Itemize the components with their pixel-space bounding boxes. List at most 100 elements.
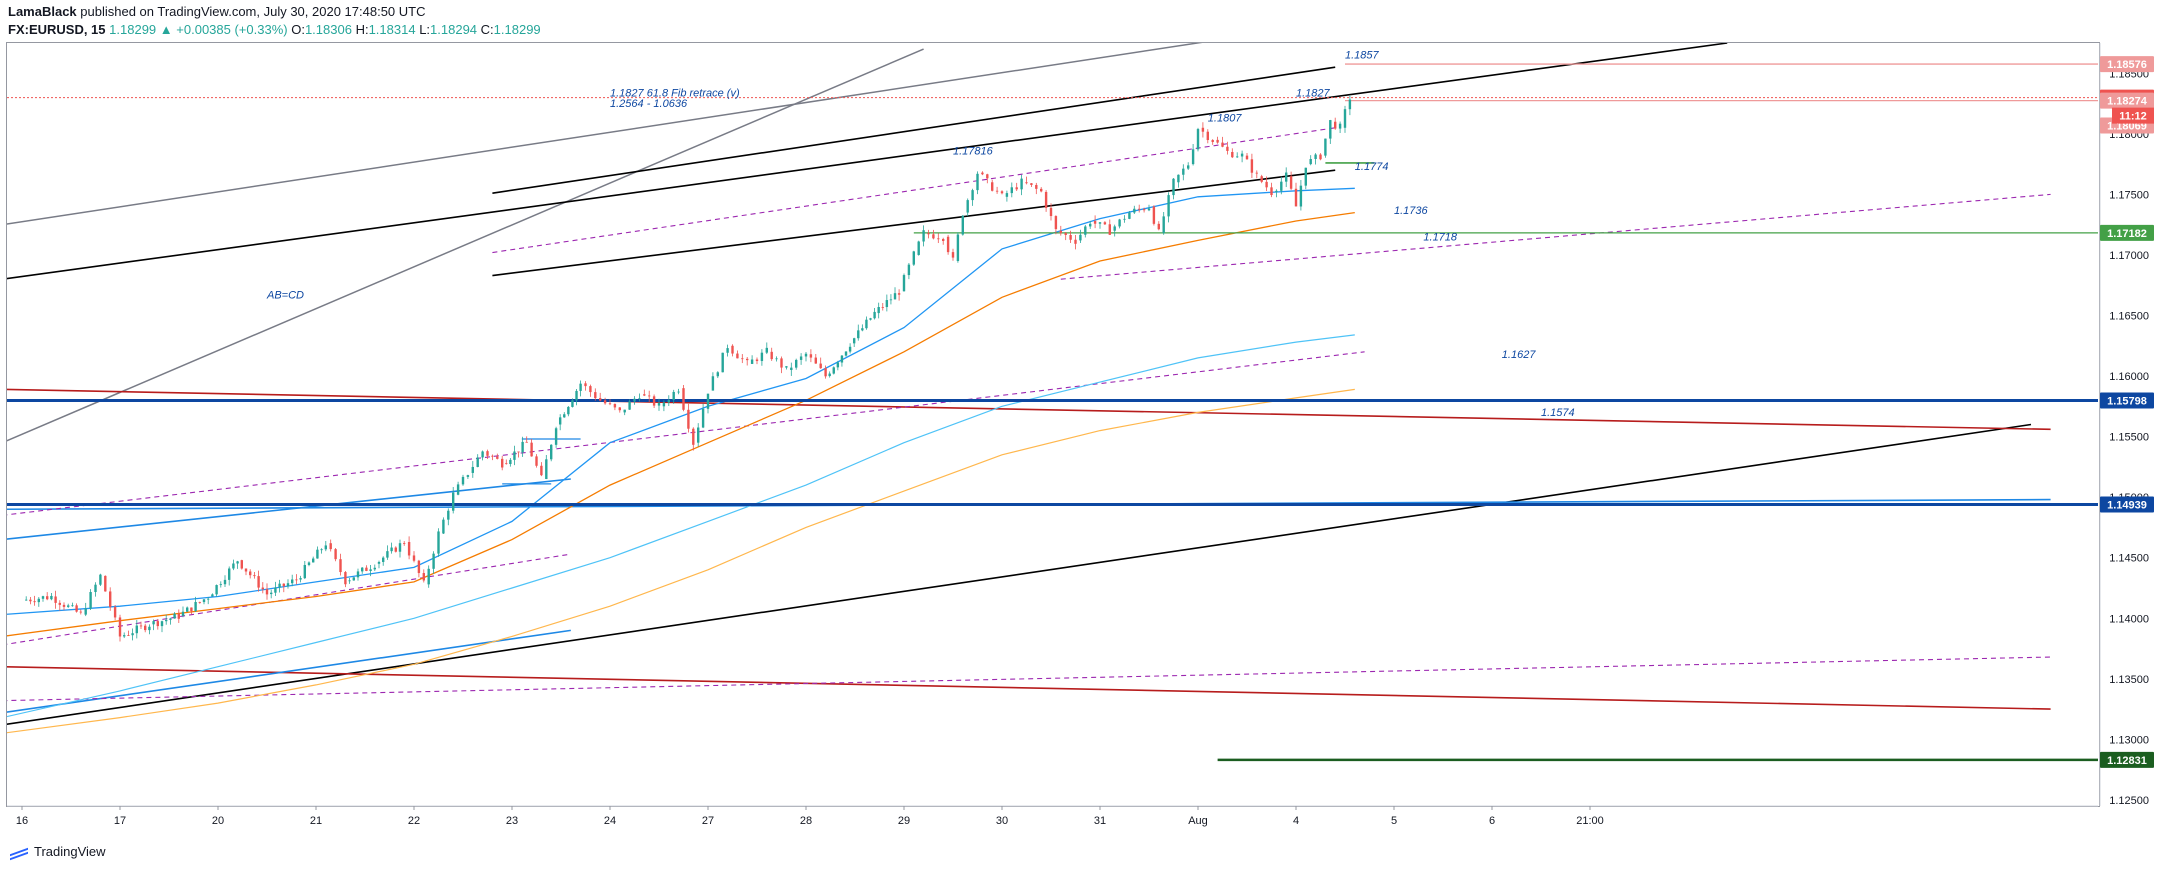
candle-body [456,484,460,495]
candle-body [852,338,856,344]
candle-body [427,568,430,585]
candle-body [99,574,102,585]
black-channel-upper [492,66,1336,194]
candle-body [770,351,773,360]
price-tick-label: 1.14500 [2109,553,2149,565]
candle-body [37,598,40,603]
candle-body [889,299,893,301]
candle-body [452,492,455,511]
candle-body [912,251,915,265]
price-level-tag: 1.14939 [2100,496,2154,513]
author-name[interactable]: LamaBlack [8,4,77,19]
candle-body [1191,149,1195,165]
low-value: 1.18294 [430,22,478,37]
candle-body [505,463,508,465]
time-tick-label: 23 [506,815,518,827]
candle-body [58,602,61,605]
candle-body [501,458,504,468]
price-tick-label: 1.15500 [2109,432,2149,444]
candle-body [760,352,764,362]
candle-body [844,351,848,356]
candle-body [1000,191,1004,194]
time-tick-label: 4 [1293,815,1299,827]
candle-body [1240,153,1244,157]
candle-body [303,564,306,579]
candle-body [1211,140,1214,143]
candle-body [1069,235,1072,240]
candle-body [1118,219,1121,227]
candle-body [291,579,294,584]
time-tick-label: 27 [702,815,714,827]
price-level-tag-bg [2100,224,2154,241]
candle-body [274,587,277,593]
candle-body [417,560,421,574]
candle-body [278,583,281,588]
candle-body [152,621,155,625]
candle-body [1250,159,1254,173]
candle-body [1093,221,1097,224]
candle-body [160,621,164,627]
candle-body [348,580,351,582]
open-label: O: [291,22,305,37]
candle-body [211,594,214,597]
candle-body [407,541,411,556]
candle-body [181,611,185,616]
candle-body [599,398,602,401]
annotation-label: 1.1627 [1502,349,1537,361]
candle-body [1343,109,1347,128]
price-tick-label: 1.17500 [2109,189,2149,201]
annotation-label: 1.17816 [953,145,994,157]
candle-body [41,596,45,599]
candle-body [986,174,989,179]
candle-body [356,571,360,578]
candle-body [265,589,269,595]
candle-body [885,300,889,308]
candle-body [186,607,189,612]
candle-body [706,393,710,409]
candle-body [861,328,864,331]
candle-body [857,330,860,339]
chart-panel[interactable] [6,42,2100,807]
candle-body [667,400,670,403]
candle-body [608,403,612,405]
candle-body [697,427,700,443]
candle-body [1142,209,1146,211]
candle-body [1010,187,1013,194]
candle-body [244,568,248,572]
black-long-support [7,423,2032,725]
price-level-tag: 1.18576 [2100,56,2154,73]
candle-body [1079,234,1082,241]
candle-body [897,293,901,295]
candle-body [1103,222,1107,225]
price-tick-label: 1.16500 [2109,311,2149,323]
candle-body [377,561,381,564]
candle-body [127,635,130,636]
ma-orange [7,211,1355,637]
candle-body [558,417,562,425]
candle-body [1348,99,1352,110]
black-channel-top [7,43,1728,280]
candle-body [71,605,74,607]
candle-body [1314,154,1317,159]
candle-body [991,182,994,191]
candle-body [1054,216,1058,230]
candle-body [202,599,206,603]
candle-body [1113,226,1116,231]
countdown-text: 11:12 [2119,111,2147,123]
price-level-tag: 1.12831 [2100,751,2154,768]
ma-yellow [7,388,1355,734]
candle-body [995,190,999,192]
candle-body [190,607,193,612]
price-level-tag-bg [2100,751,2154,768]
candle-body [976,173,979,191]
candle-body [652,396,656,406]
candle-body [1201,127,1205,132]
candle-body [139,625,143,627]
candle-body [148,626,151,631]
candle-body [62,604,66,607]
candle-body [25,599,28,601]
candle-body [270,592,273,595]
annotation-label: 1.1736 [1394,205,1429,217]
candle-body [232,563,235,569]
